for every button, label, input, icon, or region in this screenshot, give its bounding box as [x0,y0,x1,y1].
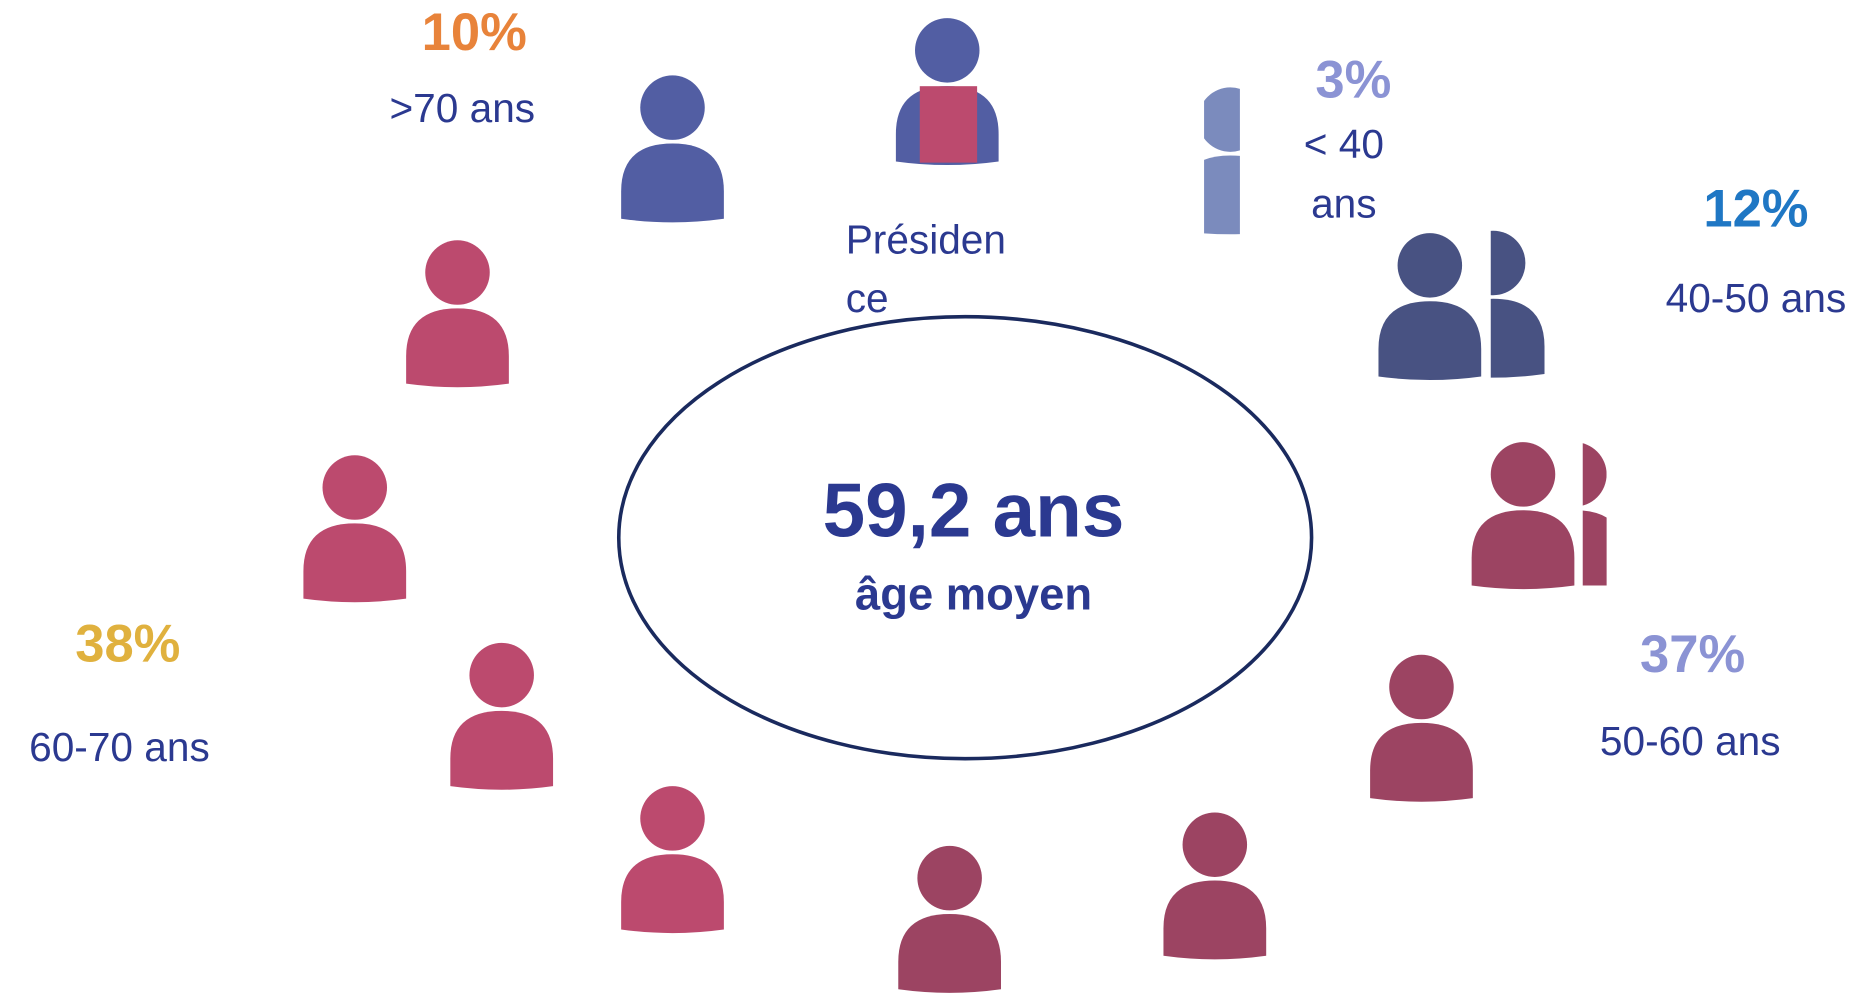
person-icon [406,240,509,388]
average-age: 59,2 ans [823,468,1125,553]
age-range: ans [1311,181,1376,227]
percent: 12% [1703,180,1808,239]
person-icon [621,75,724,223]
person-icon [1204,87,1240,235]
age-range: >70 ans [389,85,535,131]
percent: 10% [422,3,527,62]
person-icon [1471,442,1575,590]
president-label: ce [846,275,889,321]
percent: 38% [75,614,180,673]
person-icon [450,642,554,790]
person-icon [621,786,724,934]
person-icon [1163,812,1267,960]
age-range: 50-60 ans [1600,718,1781,764]
president-highlight [919,86,978,163]
average-age-label: âge moyen [855,568,1092,619]
person-icons [303,18,1607,993]
age-range: 40-50 ans [1666,275,1847,321]
center-ellipse [616,314,1314,761]
person-icon [1370,654,1473,802]
percent: 3% [1315,51,1391,110]
person-icon [303,455,407,603]
age-range: 60-70 ans [29,724,210,770]
president-label: Présiden [846,216,1006,262]
person-icon [898,845,1002,993]
age-range: < 40 [1304,121,1384,167]
person-icon [1490,230,1545,378]
person-icon [1378,233,1482,381]
percent: 37% [1640,625,1745,684]
person-icon [1582,443,1607,586]
